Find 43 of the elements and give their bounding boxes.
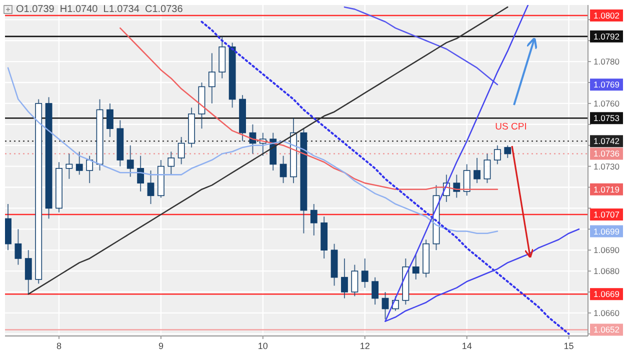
ref-line-label: 1.0669 [594,289,620,300]
annotation: 1.0699 [594,226,620,236]
ref-line-label: 1.0802 [594,10,620,20]
ref-line-label: 1.0753 [594,113,620,124]
candlestick [106,102,114,138]
ref-line-label: 1.0707 [594,209,620,220]
candlestick [24,250,32,295]
candlestick [137,155,144,192]
candlestick [147,170,154,205]
x-tick-label: 10 [258,341,268,351]
x-tick-label: 8 [56,341,62,351]
y-tick-label: 1.0760 [594,98,620,108]
annotation: 1.0769 [594,80,620,90]
candlestick [361,258,368,288]
candlestick [382,292,389,320]
annotation: US CPI [495,122,527,132]
annotation: O1.0739 H1.0740 L1.0734 C1.0736 [16,4,184,15]
y-tick-label: 1.0680 [594,266,620,276]
x-tick-label: 14 [462,341,472,351]
y-tick-label: 1.0660 [594,308,620,318]
annotation: 1.0719 [594,184,620,194]
ref-line-label: 1.0742 [594,136,620,146]
x-tick-label: 9 [158,341,164,351]
y-tick-label: 1.0690 [594,245,620,256]
ref-line-label: 1.0652 [594,324,620,335]
candlestick [76,151,83,176]
candlestick [412,254,420,280]
x-tick-label: 12 [360,341,370,351]
candlestick [14,228,22,266]
candlestick [372,276,379,306]
candlestick [310,204,318,236]
candlestick [474,157,480,184]
candlestick [126,144,134,178]
line-series [344,6,498,86]
candlestick [280,155,287,184]
ref-line-label: 1.0736 [594,148,620,159]
ref-line-label: 1.0792 [594,31,620,42]
candlestick [341,258,348,299]
candlestick [504,144,512,158]
x-tick-label: 15 [564,341,574,351]
y-tick-label: 1.0780 [594,56,620,67]
y-tick-label: 1.0730 [594,161,620,172]
line-series [200,20,570,335]
